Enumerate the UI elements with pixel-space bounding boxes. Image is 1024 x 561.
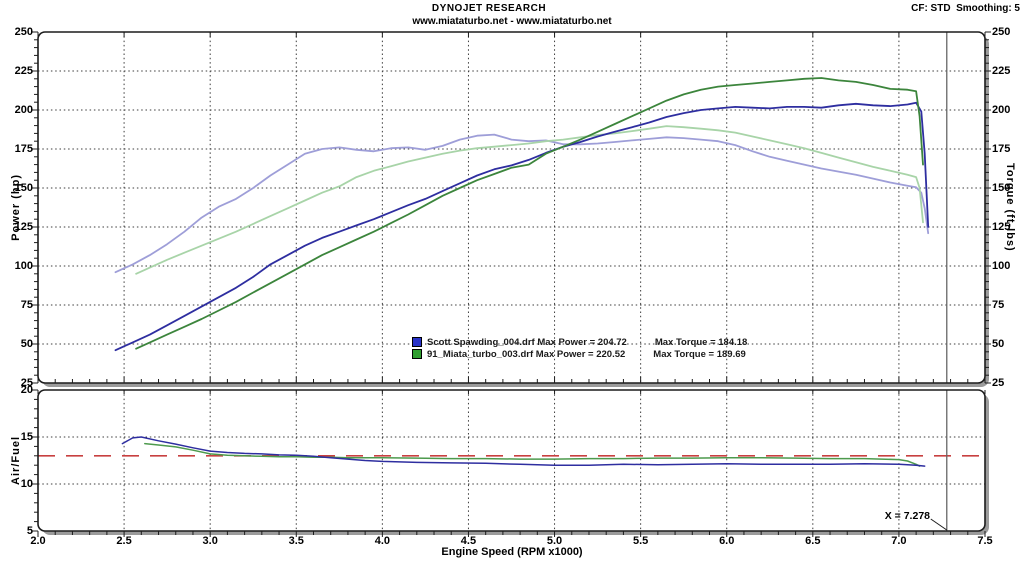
torque-tick-label: 200 xyxy=(992,104,1011,116)
rpm-tick-label: 6.5 xyxy=(805,535,821,547)
afr-tick-label: 15 xyxy=(20,431,33,443)
power-tick-label: 75 xyxy=(20,299,33,311)
afr-blue-curve xyxy=(121,436,926,467)
power-tick-label: 225 xyxy=(14,65,33,77)
power-green-curve xyxy=(135,77,924,350)
run1-file-max-power: Scott Spawding_004.drf Max Power = 204.7… xyxy=(427,336,627,348)
torque-tick-label: 100 xyxy=(992,260,1011,272)
torque-tick-label: 125 xyxy=(992,221,1011,233)
rpm-tick-label: 3.5 xyxy=(288,535,304,547)
afr-chart-background xyxy=(38,390,985,531)
torque-tick-label: 175 xyxy=(992,143,1011,155)
power-tick-label: 50 xyxy=(20,338,33,350)
power-torque-chart-background xyxy=(38,32,985,383)
run2-file-max-power: 91_Miata_turbo_003.drf Max Power = 220.5… xyxy=(427,348,626,360)
afr-chart-frame xyxy=(37,389,986,532)
rpm-tick-label: 5.0 xyxy=(546,535,563,547)
correction-smoothing-readout: CF: STD Smoothing: 5 xyxy=(911,3,1020,14)
afr-tick-label: 10 xyxy=(20,478,33,490)
power-tick-label: 250 xyxy=(14,26,33,38)
rpm-tick-label: 7.5 xyxy=(977,535,993,547)
legend: Scott Spawding_004.drf Max Power = 204.7… xyxy=(412,336,747,360)
power-tick-label: 175 xyxy=(14,143,33,155)
cursor-x-readout: X = 7.278 xyxy=(884,510,930,522)
x-axis-label: Engine Speed (RPM x1000) xyxy=(441,546,583,558)
afr-tick-label: 20 xyxy=(20,384,33,396)
rpm-tick-label: 6.0 xyxy=(719,535,735,547)
rpm-tick-label: 7.0 xyxy=(891,535,907,547)
legend-run-2: 91_Miata_turbo_003.drf Max Power = 220.5… xyxy=(412,348,747,360)
power-tick-label: 25 xyxy=(20,377,33,389)
rpm-tick-label: 4.5 xyxy=(460,535,477,547)
torque-axis-label: Torque (ft-lbs) xyxy=(1004,163,1016,252)
power-torque-chart-plot-area xyxy=(38,32,985,383)
torque-tick-label: 225 xyxy=(992,65,1011,77)
power-tick-label: 150 xyxy=(14,182,33,194)
run2-color-swatch xyxy=(412,349,422,359)
torque-tick-label: 25 xyxy=(992,377,1005,389)
torque-green-curve xyxy=(135,125,924,275)
rpm-tick-label: 3.0 xyxy=(202,535,218,547)
torque-tick-label: 50 xyxy=(992,338,1005,350)
page-title: DYNOJET RESEARCH xyxy=(431,3,547,14)
cursor-label-pointer xyxy=(930,518,948,531)
power-tick-label: 200 xyxy=(14,104,33,116)
rpm-tick-label: 2.0 xyxy=(30,535,46,547)
run1-max-torque: Max Torque = 184.18 xyxy=(654,336,748,348)
afr-chart-plot-area xyxy=(38,390,985,531)
rpm-tick-label: 4.0 xyxy=(374,535,390,547)
power-tick-label: 100 xyxy=(14,260,33,272)
run1-color-swatch xyxy=(412,337,422,347)
torque-tick-label: 150 xyxy=(992,182,1011,194)
power-tick-label: 125 xyxy=(14,221,33,233)
rpm-tick-label: 5.5 xyxy=(632,535,649,547)
run2-max-torque: Max Torque = 189.69 xyxy=(653,348,746,360)
torque-tick-label: 250 xyxy=(992,26,1011,38)
rpm-tick-label: 2.5 xyxy=(116,535,132,547)
page-subtitle: www.miataturbo.net - www.miataturbo.net xyxy=(412,16,612,27)
torque-tick-label: 75 xyxy=(992,299,1005,311)
afr-tick-label: 5 xyxy=(26,525,33,537)
legend-run-1: Scott Spawding_004.drf Max Power = 204.7… xyxy=(412,336,747,348)
power-torque-chart-frame xyxy=(37,31,986,384)
afr-green-curve xyxy=(144,442,921,467)
